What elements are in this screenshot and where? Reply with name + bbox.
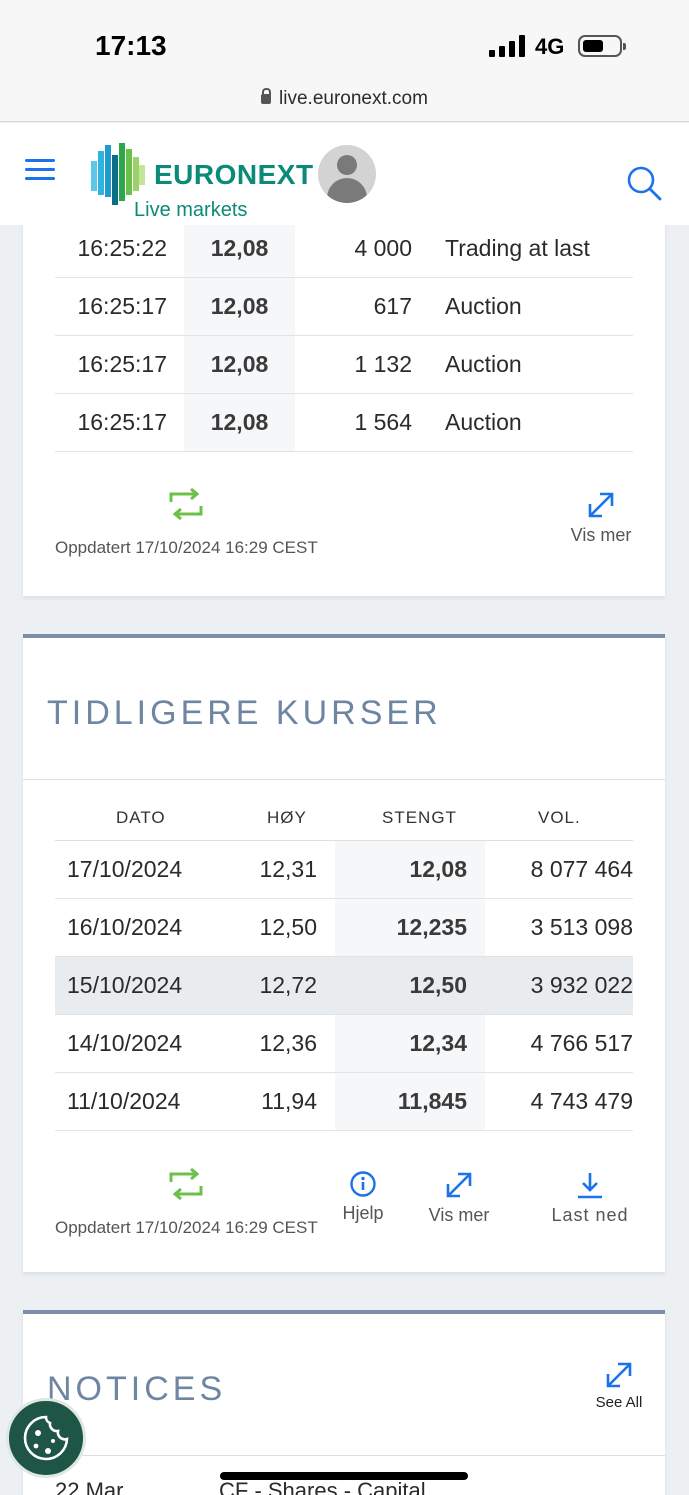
help-button[interactable]: Hjelp	[335, 1170, 391, 1224]
table-row: 16:25:17 12,08 1 132 Auction	[55, 336, 633, 394]
see-more-label: Vis mer	[428, 1205, 490, 1225]
signal-icon	[489, 35, 525, 57]
column-header-volume: VOL.	[538, 808, 581, 827]
cookie-icon	[23, 1415, 69, 1461]
see-all-label: See All	[595, 1394, 643, 1411]
see-more-button[interactable]: Vis mer	[563, 490, 639, 546]
history-card: TIDLIGERE KURSER DATO HØY STENGT VOL. 17…	[23, 634, 665, 1272]
status-bar: 17:13 4G	[0, 0, 689, 80]
expand-icon	[606, 1362, 632, 1388]
table-row: 16:25:17 12,08 1 564 Auction	[55, 394, 633, 452]
trades-card: 16:25:22 12,08 4 000 Trading at last 16:…	[23, 200, 665, 596]
section-title: TIDLIGERE KURSER	[47, 694, 442, 732]
help-label: Hjelp	[342, 1203, 384, 1223]
status-time: 17:13	[95, 30, 167, 61]
table-row: 16/10/2024 12,50 12,235 3 513 098	[55, 899, 633, 957]
cookie-settings-button[interactable]	[6, 1398, 86, 1478]
table-row: 17/10/2024 12,31 12,08 8 077 464	[55, 841, 633, 899]
battery-icon	[578, 35, 626, 57]
download-label: Last ned	[551, 1205, 629, 1225]
column-header-high: HØY	[267, 808, 307, 827]
table-row: 15/10/2024 12,72 12,50 3 932 022	[55, 957, 633, 1015]
column-header-close: STENGT	[382, 808, 457, 827]
section-title: NOTICES	[47, 1370, 227, 1408]
lock-icon	[261, 88, 272, 104]
notice-date: 22 Mar	[55, 1478, 124, 1495]
updated-timestamp: Oppdatert 17/10/2024 16:29 CEST	[55, 538, 318, 557]
download-button[interactable]: Last ned	[545, 1170, 635, 1226]
avatar[interactable]	[318, 145, 376, 203]
site-header: EURONEXT Live markets	[0, 123, 689, 225]
updated-timestamp: Oppdatert 17/10/2024 16:29 CEST	[55, 1218, 318, 1237]
refresh-icon[interactable]	[167, 488, 205, 520]
divider	[23, 779, 665, 780]
table-row: 16:25:17 12,08 617 Auction	[55, 278, 633, 336]
home-indicator	[220, 1472, 468, 1480]
refresh-icon[interactable]	[167, 1168, 205, 1200]
notices-card: NOTICES See All 22 Mar CF - Shares - Cap…	[23, 1310, 665, 1495]
divider	[23, 1455, 665, 1456]
download-icon	[578, 1173, 602, 1199]
expand-icon	[588, 492, 614, 518]
menu-icon[interactable]	[25, 159, 55, 181]
info-icon	[350, 1171, 376, 1197]
see-more-label: Vis mer	[570, 525, 632, 545]
table-row: 14/10/2024 12,36 12,34 4 766 517	[55, 1015, 633, 1073]
url-text: live.euronext.com	[279, 88, 428, 109]
see-all-button[interactable]: See All	[589, 1360, 649, 1411]
brand-name: EURONEXT	[154, 159, 314, 190]
table-row: 16:25:22 12,08 4 000 Trading at last	[55, 220, 633, 278]
brand-subtitle: Live markets	[134, 199, 248, 221]
expand-icon	[446, 1172, 472, 1198]
notice-title[interactable]: CF - Shares - Capital	[219, 1478, 426, 1495]
euronext-logo-icon[interactable]	[91, 143, 145, 207]
address-bar[interactable]: live.euronext.com	[0, 80, 689, 122]
column-header-date: DATO	[116, 808, 166, 827]
table-row: 11/10/2024 11,94 11,845 4 743 479	[55, 1073, 633, 1131]
search-icon[interactable]	[626, 165, 662, 201]
network-type: 4G	[535, 34, 565, 59]
see-more-button[interactable]: Vis mer	[421, 1170, 497, 1226]
